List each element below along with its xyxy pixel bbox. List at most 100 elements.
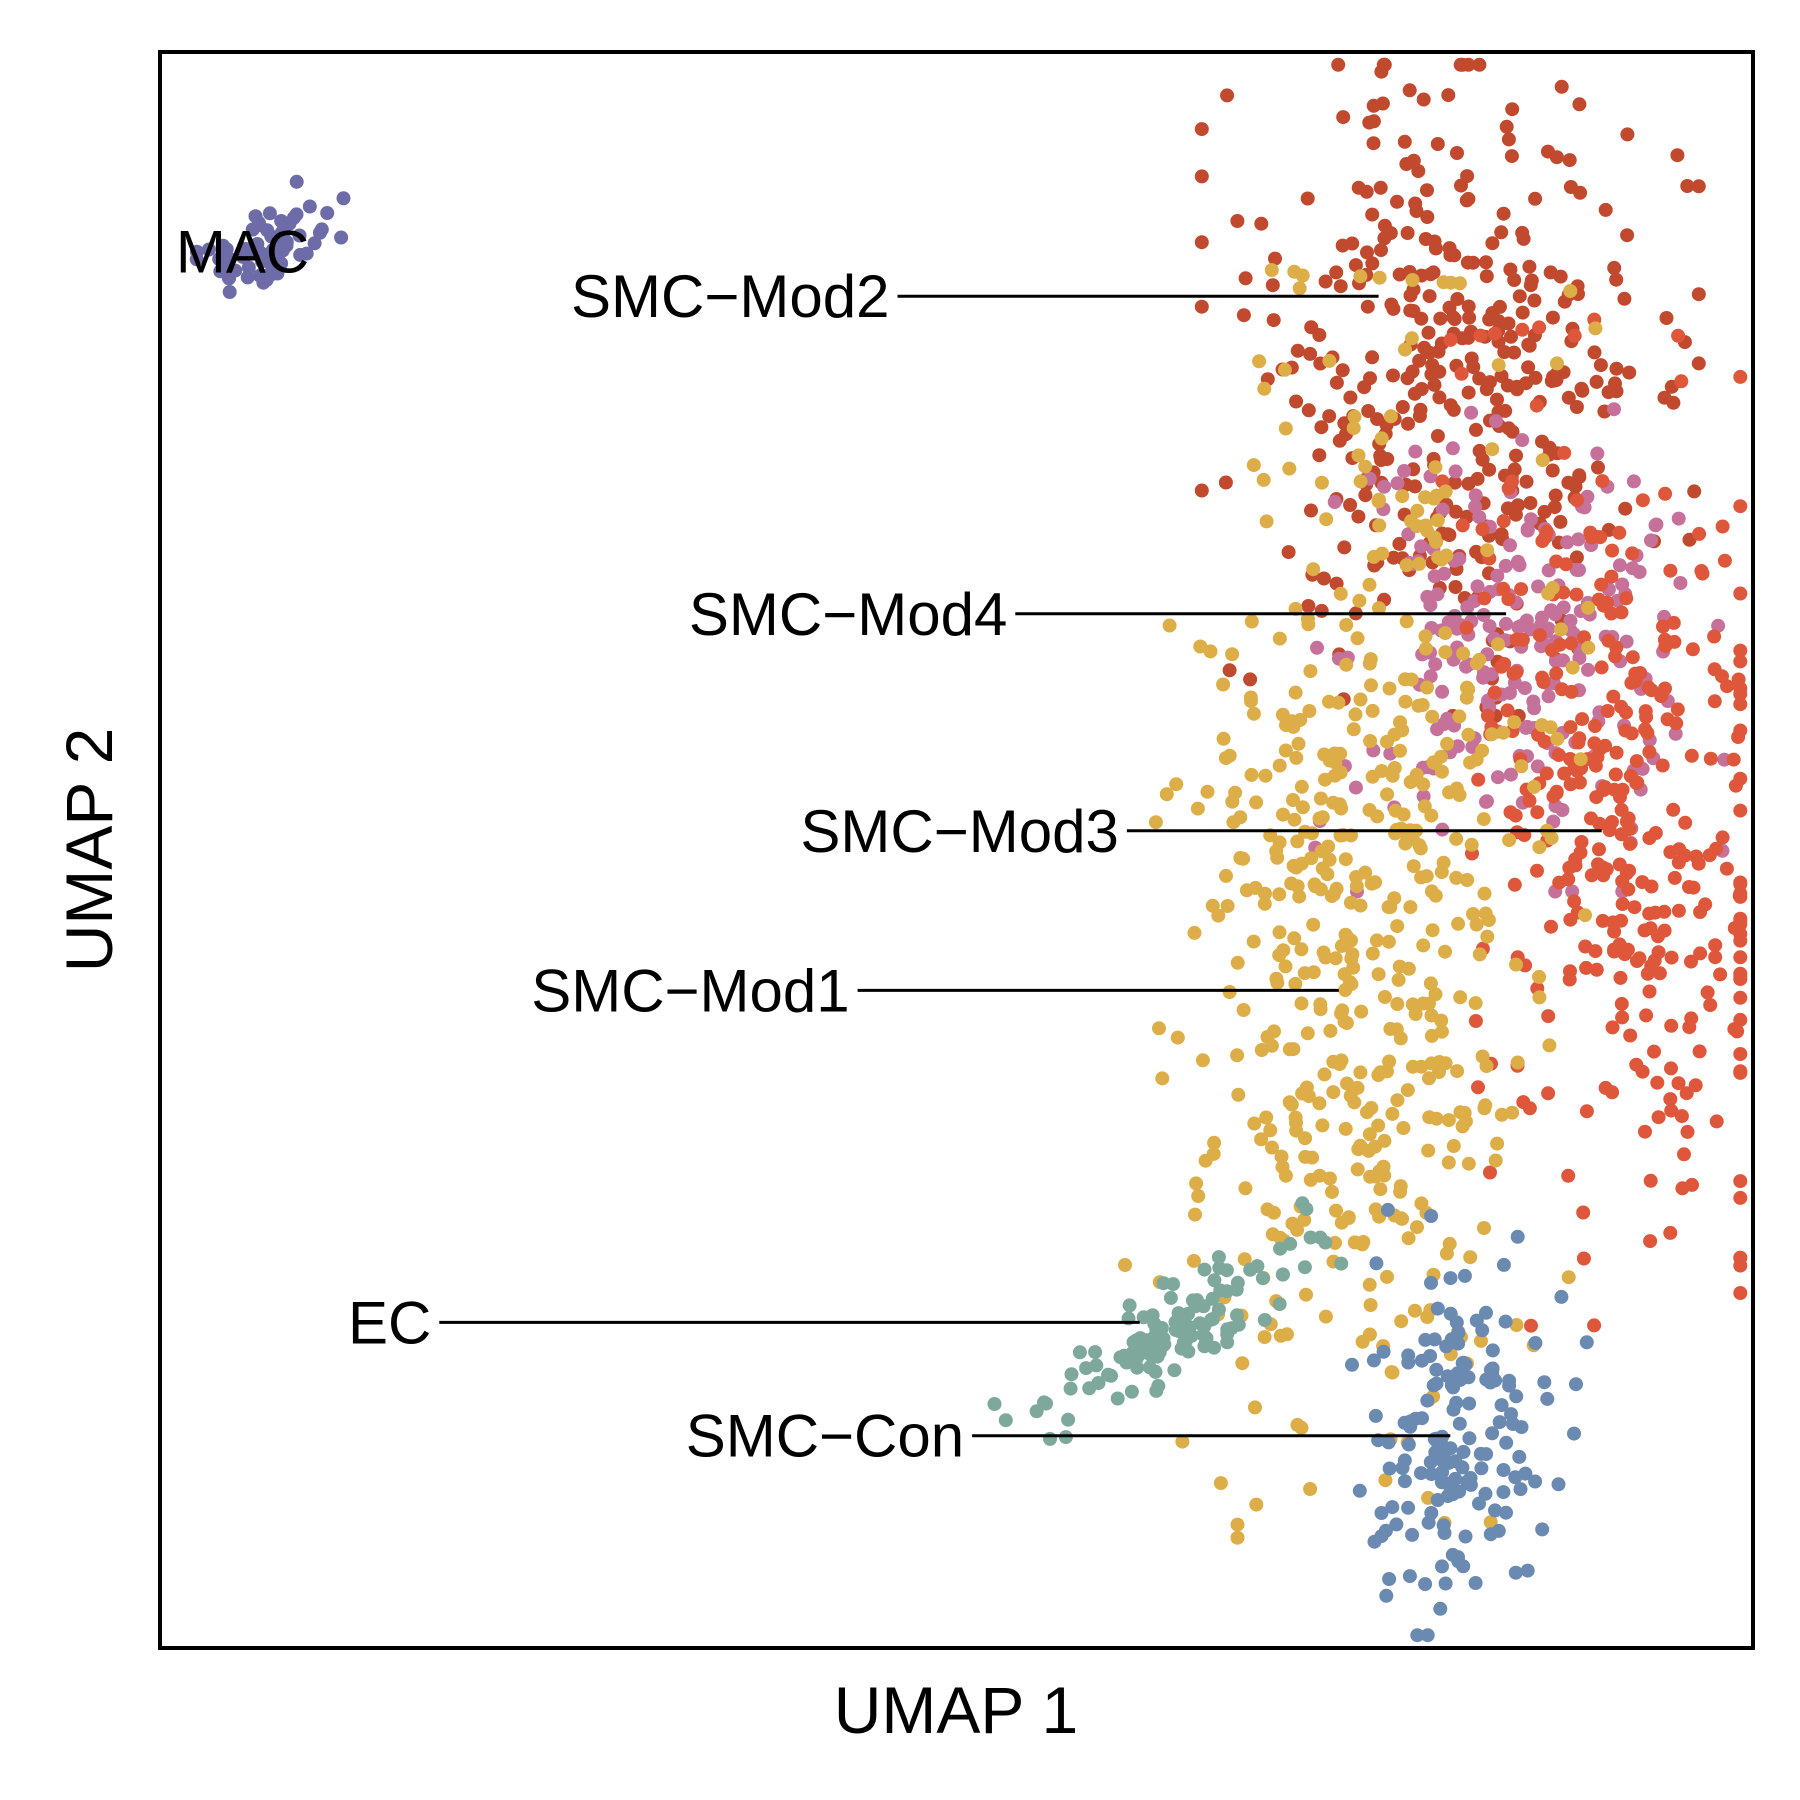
data-point: [1249, 795, 1264, 810]
data-point: [1511, 554, 1525, 569]
data-point: [1568, 479, 1583, 494]
data-point: [1589, 962, 1604, 977]
data-point: [1607, 402, 1621, 417]
data-point: [1451, 1554, 1466, 1569]
data-point: [1375, 96, 1390, 111]
data-point: [1451, 916, 1466, 931]
data-point: [1543, 720, 1558, 735]
data-point: [1647, 1044, 1661, 1059]
data-point: [1366, 136, 1381, 151]
data-point: [1576, 1251, 1591, 1266]
data-point: [1351, 180, 1366, 195]
data-point: [1303, 664, 1318, 679]
data-point: [1332, 797, 1347, 812]
data-point: [1702, 848, 1717, 863]
data-point: [1377, 1133, 1392, 1148]
data-point: [1312, 448, 1327, 463]
data-point: [1733, 990, 1748, 1005]
data-point: [1252, 354, 1267, 369]
data-point: [1468, 1576, 1483, 1590]
data-point: [1731, 730, 1746, 744]
data-point: [1530, 805, 1545, 820]
data-point: [1299, 1202, 1314, 1217]
data-point: [1403, 900, 1418, 915]
data-point: [1364, 1101, 1379, 1115]
data-point: [1572, 468, 1587, 483]
data-point: [1658, 486, 1673, 501]
data-point: [1353, 474, 1368, 489]
data-point: [1584, 868, 1599, 883]
data-point: [1460, 873, 1475, 887]
data-point: [1501, 592, 1516, 607]
data-point: [1477, 1221, 1491, 1235]
data-point: [1424, 884, 1439, 899]
data-point: [1632, 565, 1647, 579]
data-point: [1635, 875, 1650, 890]
data-point: [1118, 1258, 1132, 1272]
data-point: [1488, 1153, 1503, 1168]
data-point: [1362, 1127, 1377, 1142]
data-point: [1733, 697, 1748, 712]
data-point: [1272, 631, 1287, 646]
data-point: [1263, 1123, 1278, 1138]
data-point: [1269, 971, 1284, 986]
data-point: [1472, 371, 1487, 386]
data-point: [1266, 1205, 1281, 1220]
data-point: [1664, 1103, 1679, 1118]
data-point: [1663, 1225, 1678, 1240]
data-point: [1480, 708, 1495, 723]
cluster-label-smc-mod3: SMC−Mod3: [800, 798, 1118, 865]
data-point: [1448, 464, 1463, 479]
data-point: [1595, 474, 1610, 489]
data-point: [1277, 362, 1292, 377]
data-point: [1230, 1308, 1244, 1323]
data-point: [1455, 518, 1470, 533]
data-point: [1713, 967, 1728, 982]
data-point: [1464, 837, 1479, 852]
data-point: [1461, 385, 1476, 400]
data-point: [1598, 202, 1613, 217]
data-point: [1693, 946, 1708, 961]
data-point: [1510, 1055, 1525, 1070]
data-point: [1269, 844, 1284, 859]
data-point: [1372, 518, 1387, 533]
data-point: [1329, 265, 1344, 280]
data-point: [1530, 863, 1544, 878]
data-point: [1205, 898, 1220, 913]
data-point: [1492, 1415, 1507, 1430]
data-point: [1343, 1088, 1358, 1103]
data-point: [1350, 1162, 1365, 1177]
data-point: [1254, 1043, 1269, 1057]
data-point: [1490, 1136, 1505, 1151]
data-point: [1337, 937, 1352, 952]
data-point: [1418, 1577, 1433, 1592]
data-point: [1399, 614, 1414, 629]
data-point: [1365, 256, 1380, 271]
data-point: [1565, 660, 1580, 675]
data-point: [1377, 990, 1392, 1004]
data-point: [1222, 663, 1237, 678]
data-point: [1703, 751, 1718, 766]
data-point: [1416, 938, 1431, 953]
cluster-ec-points: [987, 1196, 1349, 1446]
data-point: [1390, 1093, 1405, 1108]
data-point: [1664, 950, 1679, 965]
data-point: [1421, 1143, 1436, 1158]
data-point: [1498, 558, 1513, 573]
data-point: [1670, 702, 1685, 717]
data-point: [1607, 260, 1622, 275]
data-point: [1488, 1373, 1503, 1388]
data-point: [1360, 299, 1375, 314]
data-point: [1596, 868, 1611, 883]
data-point: [1290, 1417, 1305, 1432]
cluster-label-smc-con: SMC−Con: [686, 1403, 964, 1470]
data-point: [1410, 1220, 1424, 1235]
data-point: [1203, 644, 1218, 659]
data-point: [1423, 1349, 1438, 1363]
data-point: [1496, 206, 1511, 221]
data-point: [1405, 997, 1420, 1012]
data-point: [1405, 1527, 1420, 1542]
data-point: [1364, 876, 1379, 891]
data-point: [1541, 144, 1555, 159]
data-point: [1446, 402, 1461, 417]
